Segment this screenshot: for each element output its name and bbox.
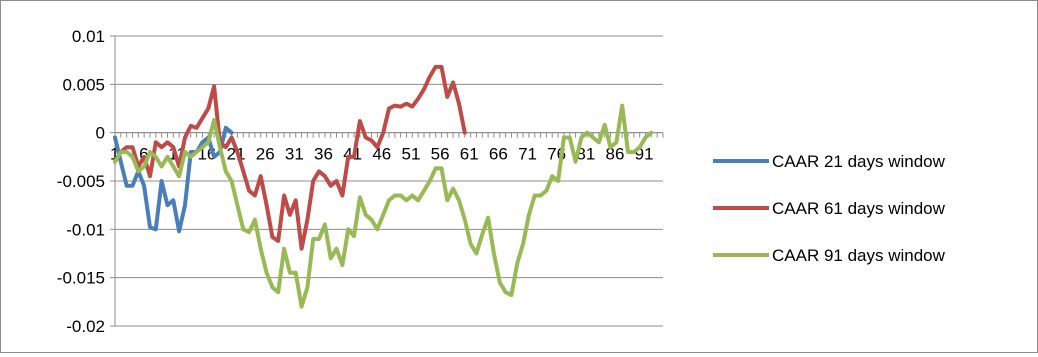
x-tick-label: 81 [576,145,595,164]
series-line-3 [113,103,654,309]
gridlines [115,35,663,327]
x-tick-label: 66 [489,145,508,164]
y-tick-label: 0 [96,124,105,143]
y-tick-label: -0.005 [57,172,105,191]
x-tick-label: 61 [460,145,479,164]
x-tick-label: 26 [256,145,275,164]
x-tick-label: 6 [139,145,148,164]
y-tick-label: -0.01 [66,220,105,239]
series-lines [113,64,654,309]
x-tick-label: 51 [401,145,420,164]
series-line-2 [113,64,467,251]
y-tick-label: 0.005 [62,75,105,94]
series-line-1 [113,125,234,234]
legend: CAAR 21 days window CAAR 61 days window CA… [713,152,946,265]
x-tick-label: 86 [606,145,625,164]
legend-label: CAAR 91 days window [772,246,946,265]
y-tick-label: -0.02 [66,317,105,336]
x-tick-label: 31 [285,145,304,164]
y-tick-label: -0.015 [57,269,105,288]
x-axis: 1 6 11 16 21 26 31 36 41 46 51 56 61 66 71 76 81 86 91 [110,132,664,164]
y-axis: 0.01 0.005 0 -0.005 -0.01 -0.015 -0.02 [57,27,116,336]
x-tick-label: 36 [314,145,333,164]
y-tick-label: 0.01 [72,27,105,46]
x-tick-label: 1 [110,145,119,164]
legend-label: CAAR 61 days window [772,199,946,218]
x-tick-label: 56 [431,145,450,164]
x-tick-label: 46 [372,145,391,164]
legend-label: CAAR 21 days window [772,152,946,171]
x-tick-label: 71 [518,145,537,164]
